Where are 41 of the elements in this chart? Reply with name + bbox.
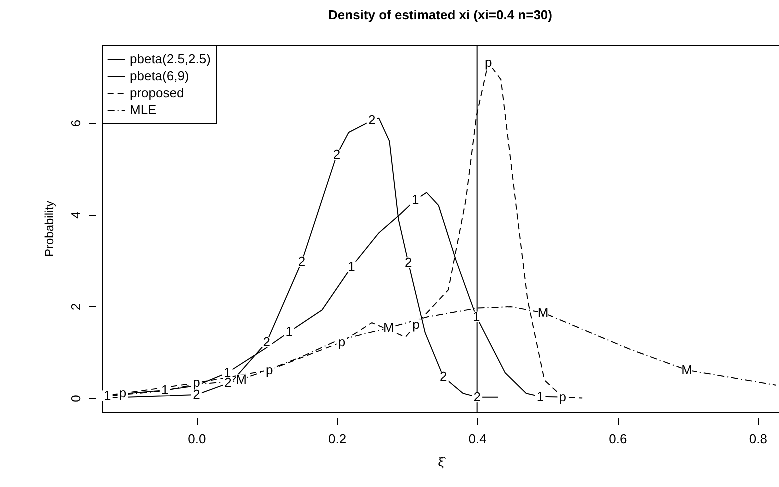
annotation: 2 bbox=[298, 254, 306, 269]
legend-label: MLE bbox=[130, 102, 158, 118]
annotation: M bbox=[384, 320, 394, 336]
y-axis-title: Probability bbox=[42, 200, 56, 258]
x-tick-label: 0.0 bbox=[188, 432, 206, 446]
annotation: 1 bbox=[348, 259, 356, 274]
legend-label: pbeta(2.5,2.5) bbox=[130, 52, 211, 66]
annotation: 1 bbox=[536, 388, 544, 404]
annotation: 2 bbox=[440, 369, 448, 384]
x-tick-label: 0.2 bbox=[328, 432, 347, 446]
chart-title: Density of estimated xi (xi=0.4 n=30) bbox=[328, 8, 552, 22]
annotation: p bbox=[266, 362, 274, 378]
annotation: 1 bbox=[104, 388, 112, 403]
annotation: 1 bbox=[473, 309, 480, 324]
annotation: M bbox=[682, 362, 693, 378]
x-tick-label: 0.6 bbox=[609, 432, 628, 446]
legend-label: pbeta(6,9) bbox=[130, 68, 190, 84]
annotation: p bbox=[484, 54, 492, 70]
annotation: p bbox=[559, 389, 567, 404]
annotation: 1 bbox=[162, 382, 169, 398]
y-tick-label: 0 bbox=[68, 395, 84, 402]
annotation: M bbox=[538, 304, 549, 320]
annotation: M bbox=[236, 372, 248, 387]
annotation: 2 bbox=[404, 254, 412, 270]
y-tick-label: 2 bbox=[68, 303, 84, 311]
annotation: 1 bbox=[412, 192, 420, 208]
x-tick-label: 0.4 bbox=[468, 432, 487, 446]
legend-label: proposed bbox=[130, 86, 184, 100]
annotation: p bbox=[412, 316, 420, 332]
annotation: 1 bbox=[286, 324, 293, 340]
y-tick-label: 6 bbox=[68, 120, 84, 128]
annotation: 2 bbox=[474, 389, 481, 404]
annotation: p bbox=[338, 334, 346, 350]
annotation: 2 bbox=[263, 334, 270, 350]
y-tick-label: 4 bbox=[68, 212, 84, 219]
annotation: 2 bbox=[368, 112, 376, 128]
x-axis-title: ξ̂ bbox=[438, 454, 447, 470]
annotation: 2 bbox=[333, 147, 341, 162]
annotation: p bbox=[193, 375, 200, 390]
x-tick-label: 0.8 bbox=[749, 432, 768, 446]
annotation: p bbox=[119, 386, 127, 401]
